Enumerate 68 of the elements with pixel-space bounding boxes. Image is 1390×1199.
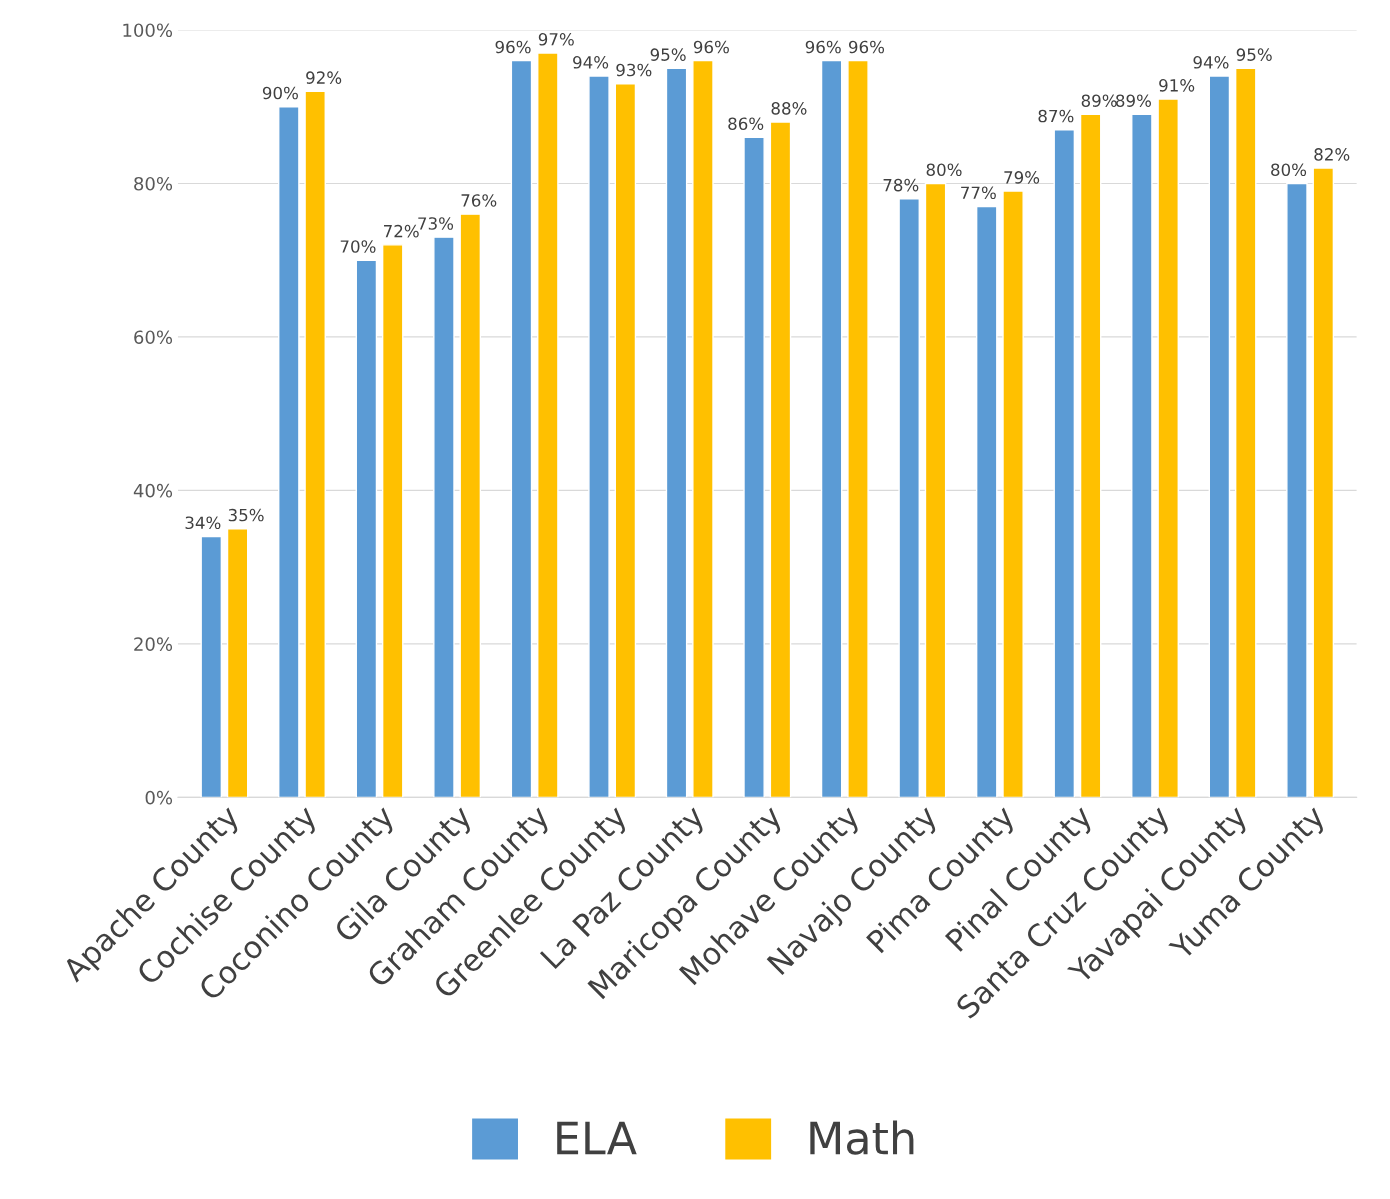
- bar: [459, 213, 482, 798]
- data-label: 93%: [616, 63, 652, 77]
- y-tick-label: 80%: [134, 176, 173, 191]
- bar: [1234, 67, 1257, 798]
- bar: [433, 236, 455, 798]
- data-label: 80%: [1271, 163, 1307, 177]
- bar: [1002, 190, 1024, 798]
- data-label: 78%: [883, 178, 919, 192]
- data-label: 96%: [848, 40, 885, 54]
- bar: [304, 90, 326, 798]
- data-label: 90%: [262, 86, 298, 100]
- data-label: 82%: [1314, 148, 1350, 161]
- bar: [1208, 75, 1231, 798]
- data-label: 86%: [728, 117, 764, 131]
- bar: [614, 82, 637, 798]
- bar: [1079, 113, 1102, 798]
- data-label: 79%: [1004, 171, 1040, 184]
- bar: [820, 59, 843, 798]
- bar: [200, 535, 223, 798]
- data-label: 95%: [1236, 48, 1272, 61]
- legend-label: Math: [810, 1120, 914, 1155]
- data-label: 77%: [961, 186, 996, 200]
- data-label: 95%: [650, 48, 686, 61]
- data-label: 35%: [228, 508, 264, 522]
- bar: [898, 198, 920, 798]
- bar: [537, 52, 559, 798]
- bar: [924, 182, 947, 798]
- y-tick-label: 0%: [145, 790, 173, 805]
- bar: [743, 136, 765, 798]
- data-label: 96%: [693, 40, 729, 54]
- y-tick-label: 20%: [134, 637, 173, 651]
- data-label: 96%: [805, 40, 841, 54]
- bar: [355, 259, 378, 798]
- bar: [692, 59, 714, 798]
- legend-label: ELA: [557, 1121, 637, 1155]
- bar: [769, 121, 792, 798]
- bar: [381, 244, 404, 798]
- data-label: 97%: [538, 32, 574, 46]
- data-label: 70%: [340, 240, 376, 253]
- bar: [1053, 129, 1076, 798]
- data-label: 92%: [306, 71, 342, 84]
- y-tick-label: 60%: [134, 330, 173, 345]
- data-label: 88%: [771, 102, 807, 115]
- bar: [847, 59, 869, 798]
- data-label: 73%: [418, 217, 454, 230]
- data-label: 34%: [185, 516, 221, 530]
- y-tick-label: 100%: [123, 23, 173, 38]
- y-tick-label: 40%: [133, 483, 173, 498]
- data-label: 72%: [384, 224, 419, 238]
- bar: [1312, 167, 1335, 798]
- bar: [1286, 182, 1308, 798]
- data-label: 89%: [1081, 94, 1117, 107]
- bar: [278, 106, 300, 798]
- data-label: 76%: [461, 194, 497, 207]
- bar: [588, 75, 610, 798]
- bar: [226, 528, 249, 798]
- bar: [510, 59, 533, 798]
- data-label: 89%: [1116, 94, 1151, 107]
- data-label: 80%: [926, 163, 962, 177]
- bar: [975, 205, 998, 798]
- data-label: 91%: [1159, 79, 1195, 92]
- data-label: 96%: [495, 40, 531, 54]
- bar: [1157, 98, 1179, 798]
- data-label: 94%: [1193, 56, 1229, 69]
- data-label: 94%: [573, 56, 609, 69]
- bar: [665, 67, 688, 798]
- data-label: 87%: [1038, 109, 1074, 123]
- bar: [1131, 113, 1153, 798]
